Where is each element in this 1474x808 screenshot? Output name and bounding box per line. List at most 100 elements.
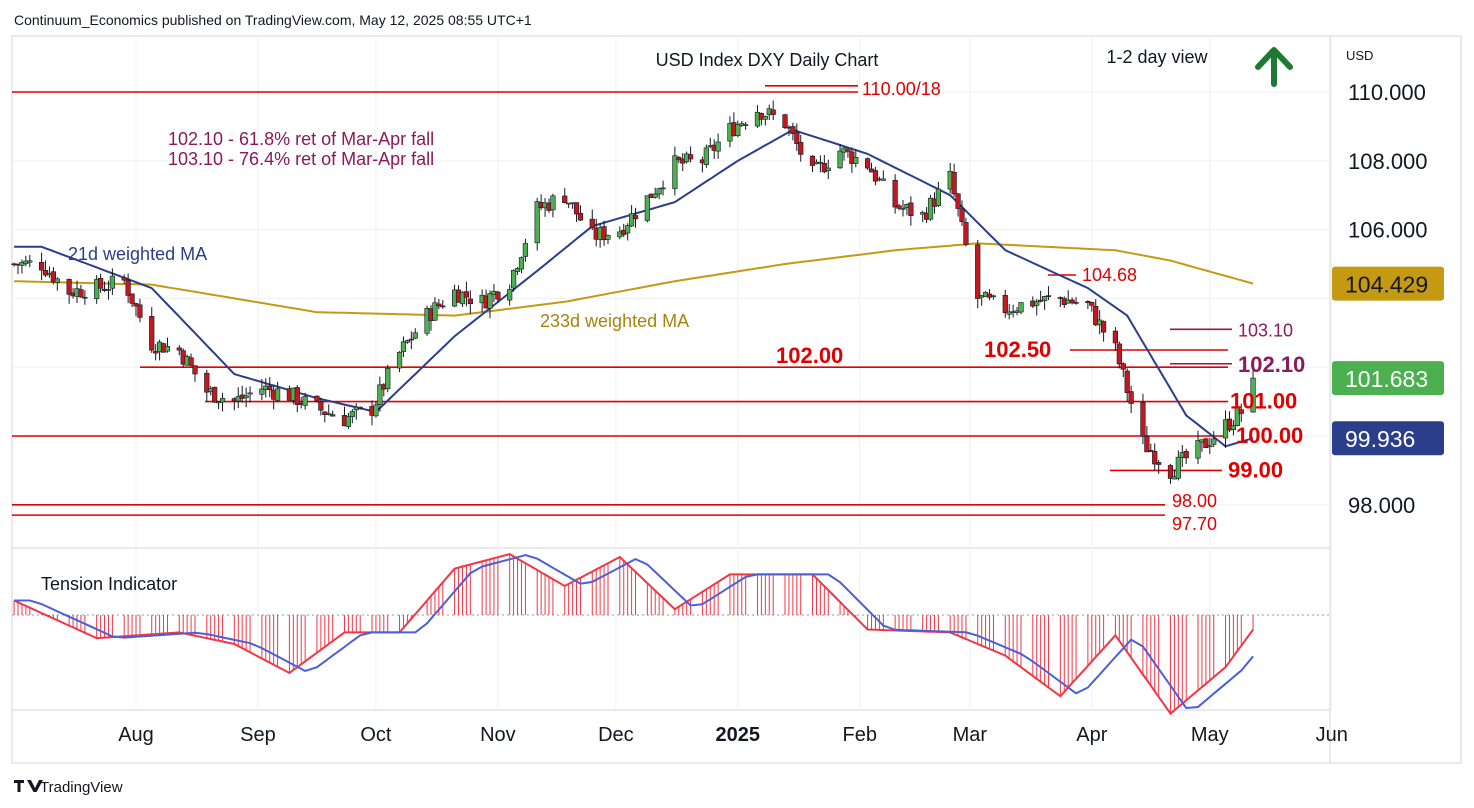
candle-body — [436, 303, 442, 307]
y-tick-label: 106.000 — [1348, 218, 1428, 243]
candle-body — [1152, 450, 1158, 465]
candle-body — [1116, 343, 1122, 365]
candle-body — [38, 261, 45, 271]
candle-body — [274, 388, 281, 401]
candle-body — [927, 197, 934, 220]
tension-indicator-pane — [12, 553, 1330, 716]
candle-body — [896, 205, 902, 209]
candle-body — [440, 305, 446, 308]
candle-body — [109, 275, 115, 289]
candle-body — [628, 213, 635, 227]
candle-body — [400, 341, 407, 352]
candle-body — [50, 271, 56, 283]
candle-body — [644, 195, 650, 221]
level-labels: 110.00/18 104.68 103.10 102.50 102.10 102.00 1… — [776, 79, 1305, 534]
candle-body — [1112, 330, 1118, 344]
price-tag-ma21 — [1332, 421, 1444, 456]
candle-body — [412, 332, 418, 339]
chart-frame — [11, 35, 1462, 764]
candle-body — [432, 302, 438, 321]
candle-body — [294, 387, 300, 405]
level-label: 103.10 — [1238, 320, 1293, 340]
candle-body — [656, 188, 662, 195]
candle-body — [853, 157, 859, 164]
candle-body — [408, 338, 414, 341]
candle-body — [798, 142, 804, 155]
candle-body — [98, 278, 104, 289]
candle-body — [1128, 391, 1134, 404]
candle-body — [510, 270, 517, 289]
candle-body — [951, 172, 957, 195]
candle-body — [715, 141, 721, 152]
candle-body — [825, 167, 831, 171]
candle-body — [1018, 302, 1024, 313]
candle-body — [892, 179, 898, 208]
publisher-line: Continuum_Economics published on Trading… — [14, 12, 532, 28]
axis-labels: 110.000 108.000 106.000 98.000 Aug Sep Oct Nov D… — [118, 80, 1427, 746]
candle-body — [353, 406, 359, 411]
level-label: 99.00 — [1228, 457, 1283, 482]
candle-body — [326, 413, 332, 416]
candle-body — [243, 395, 249, 399]
candle-body — [1120, 363, 1126, 370]
price-tags: 104.429 101.683 99.936 — [1332, 266, 1444, 456]
ma233-path — [14, 242, 1254, 317]
candle-body — [459, 291, 466, 305]
candle-body — [404, 340, 411, 343]
candle-body — [845, 149, 851, 152]
candle-body — [687, 154, 694, 160]
candle-body — [589, 218, 595, 228]
candle-body — [1211, 438, 1217, 445]
level-label: 100.00 — [1236, 423, 1303, 448]
x-tick-label: Sep — [240, 724, 276, 746]
candle-body — [259, 388, 265, 395]
candle-body — [782, 114, 788, 129]
candle-body — [1089, 301, 1095, 306]
candle-body — [518, 257, 525, 270]
candle-body — [562, 195, 568, 204]
level-label: 101.00 — [1230, 389, 1297, 414]
candle-body — [121, 277, 127, 281]
candle-body — [1140, 401, 1146, 437]
candle-body — [105, 289, 112, 291]
candle-body — [1045, 295, 1052, 297]
candle-body — [463, 291, 470, 298]
candle-body — [192, 365, 198, 375]
candle-body — [1167, 465, 1174, 479]
candle-body — [1195, 440, 1201, 459]
candle-body — [149, 316, 155, 351]
candle-body — [743, 124, 749, 126]
candle-body — [880, 178, 886, 181]
candle-body — [467, 298, 473, 305]
candle-body — [137, 304, 143, 318]
candle-body — [82, 296, 88, 299]
x-tick-label: 2025 — [716, 724, 761, 746]
level-label: 102.10 — [1238, 352, 1305, 377]
level-label: 104.68 — [1082, 265, 1137, 285]
chart-subtitle: 1-2 day view — [1106, 47, 1208, 67]
candle-body — [188, 357, 194, 366]
candle-body — [762, 116, 768, 120]
candle-body — [872, 170, 879, 182]
candle-body — [27, 260, 33, 263]
x-tick-label: Jun — [1316, 724, 1348, 746]
candle-body — [605, 235, 611, 240]
candle-body — [1144, 435, 1150, 453]
candle-body — [357, 406, 363, 409]
candle-body — [318, 401, 324, 411]
candle-body — [1006, 311, 1012, 315]
candle-body — [164, 346, 171, 352]
candle-body — [672, 155, 678, 189]
candle-body — [1183, 451, 1189, 459]
candle-body — [514, 268, 521, 272]
x-tick-label: Nov — [480, 724, 516, 746]
candle-body — [1002, 295, 1008, 313]
candle-body — [66, 279, 72, 295]
currency-label: USD — [1346, 48, 1373, 63]
candle-body — [176, 347, 182, 351]
tension-blue-line — [14, 554, 1254, 710]
candle-body — [507, 289, 513, 301]
price-tag-last — [1332, 361, 1444, 396]
candle-body — [522, 243, 528, 257]
ma233-label: 233d weighted MA — [540, 311, 689, 331]
